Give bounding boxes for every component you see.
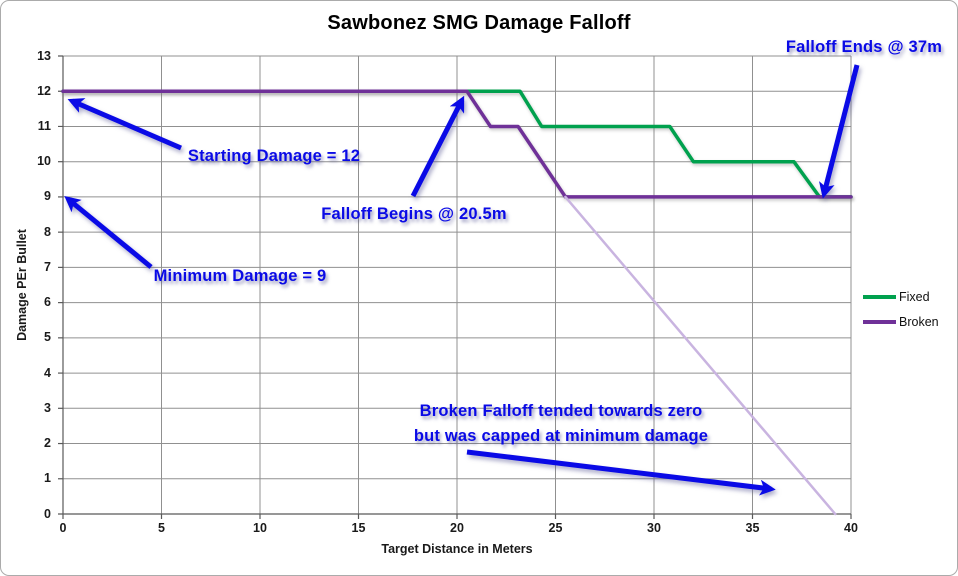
annotation-text: Broken Falloff tended towards zero but w… [413,402,709,445]
legend-swatch [863,320,896,324]
legend-swatch [863,295,896,299]
y-tick-label: 9 [44,189,51,204]
annotation-arrows [64,64,860,496]
x-tick-label: 40 [844,521,858,535]
y-tick-label: 12 [37,83,51,98]
legend-label: Broken [899,315,939,329]
series-line-fixed [61,89,853,199]
y-tick-label: 1 [44,471,51,486]
legend-label: Fixed [899,290,930,304]
annotation-text: Minimum Damage = 9 [153,267,327,285]
annotation-arrow [67,98,182,151]
y-tick-label: 10 [37,154,51,169]
legend-item-fixed: Fixed [863,290,939,304]
x-tick-label: 5 [158,521,165,535]
annotation-arrow [64,195,153,269]
y-tick-label: 3 [44,400,51,415]
y-tick-label: 7 [44,259,51,274]
y-axis-title: Damage PEr Bullet [15,229,29,341]
x-tick-label: 15 [351,521,366,535]
x-tick-label: 30 [647,521,661,535]
x-axis-title: Target Distance in Meters [381,542,533,556]
annotation-text: Falloff Begins @ 20.5m [321,205,507,223]
annotation-text: Falloff Ends @ 37m [785,38,943,56]
y-tick-label: 0 [44,506,51,521]
x-tick-label: 25 [548,521,563,535]
y-tick-label: 6 [44,295,51,310]
y-tick-label: 11 [37,118,51,133]
annotation-arrow [466,449,776,496]
annotation-text: Starting Damage = 12 [187,147,361,165]
annotation-arrow [410,95,465,198]
chart-title: Sawbonez SMG Damage Falloff [327,12,631,34]
y-tick-label: 4 [44,365,51,380]
series-line-broken-uncapped-trend [564,195,837,516]
legend-item-broken: Broken [863,315,939,329]
x-tick-label: 10 [253,521,267,535]
y-tick-label: 8 [44,224,51,239]
x-tick-label: 0 [59,521,67,535]
annotation-arrow [819,64,860,199]
x-tick-label: 20 [450,521,464,535]
series-line-broken [61,89,853,199]
y-tick-label: 13 [37,48,51,63]
x-tick-label: 35 [745,521,760,535]
y-tick-label: 5 [44,330,51,345]
legend: Fixed Broken [863,290,939,329]
y-tick-label: 2 [44,436,51,451]
